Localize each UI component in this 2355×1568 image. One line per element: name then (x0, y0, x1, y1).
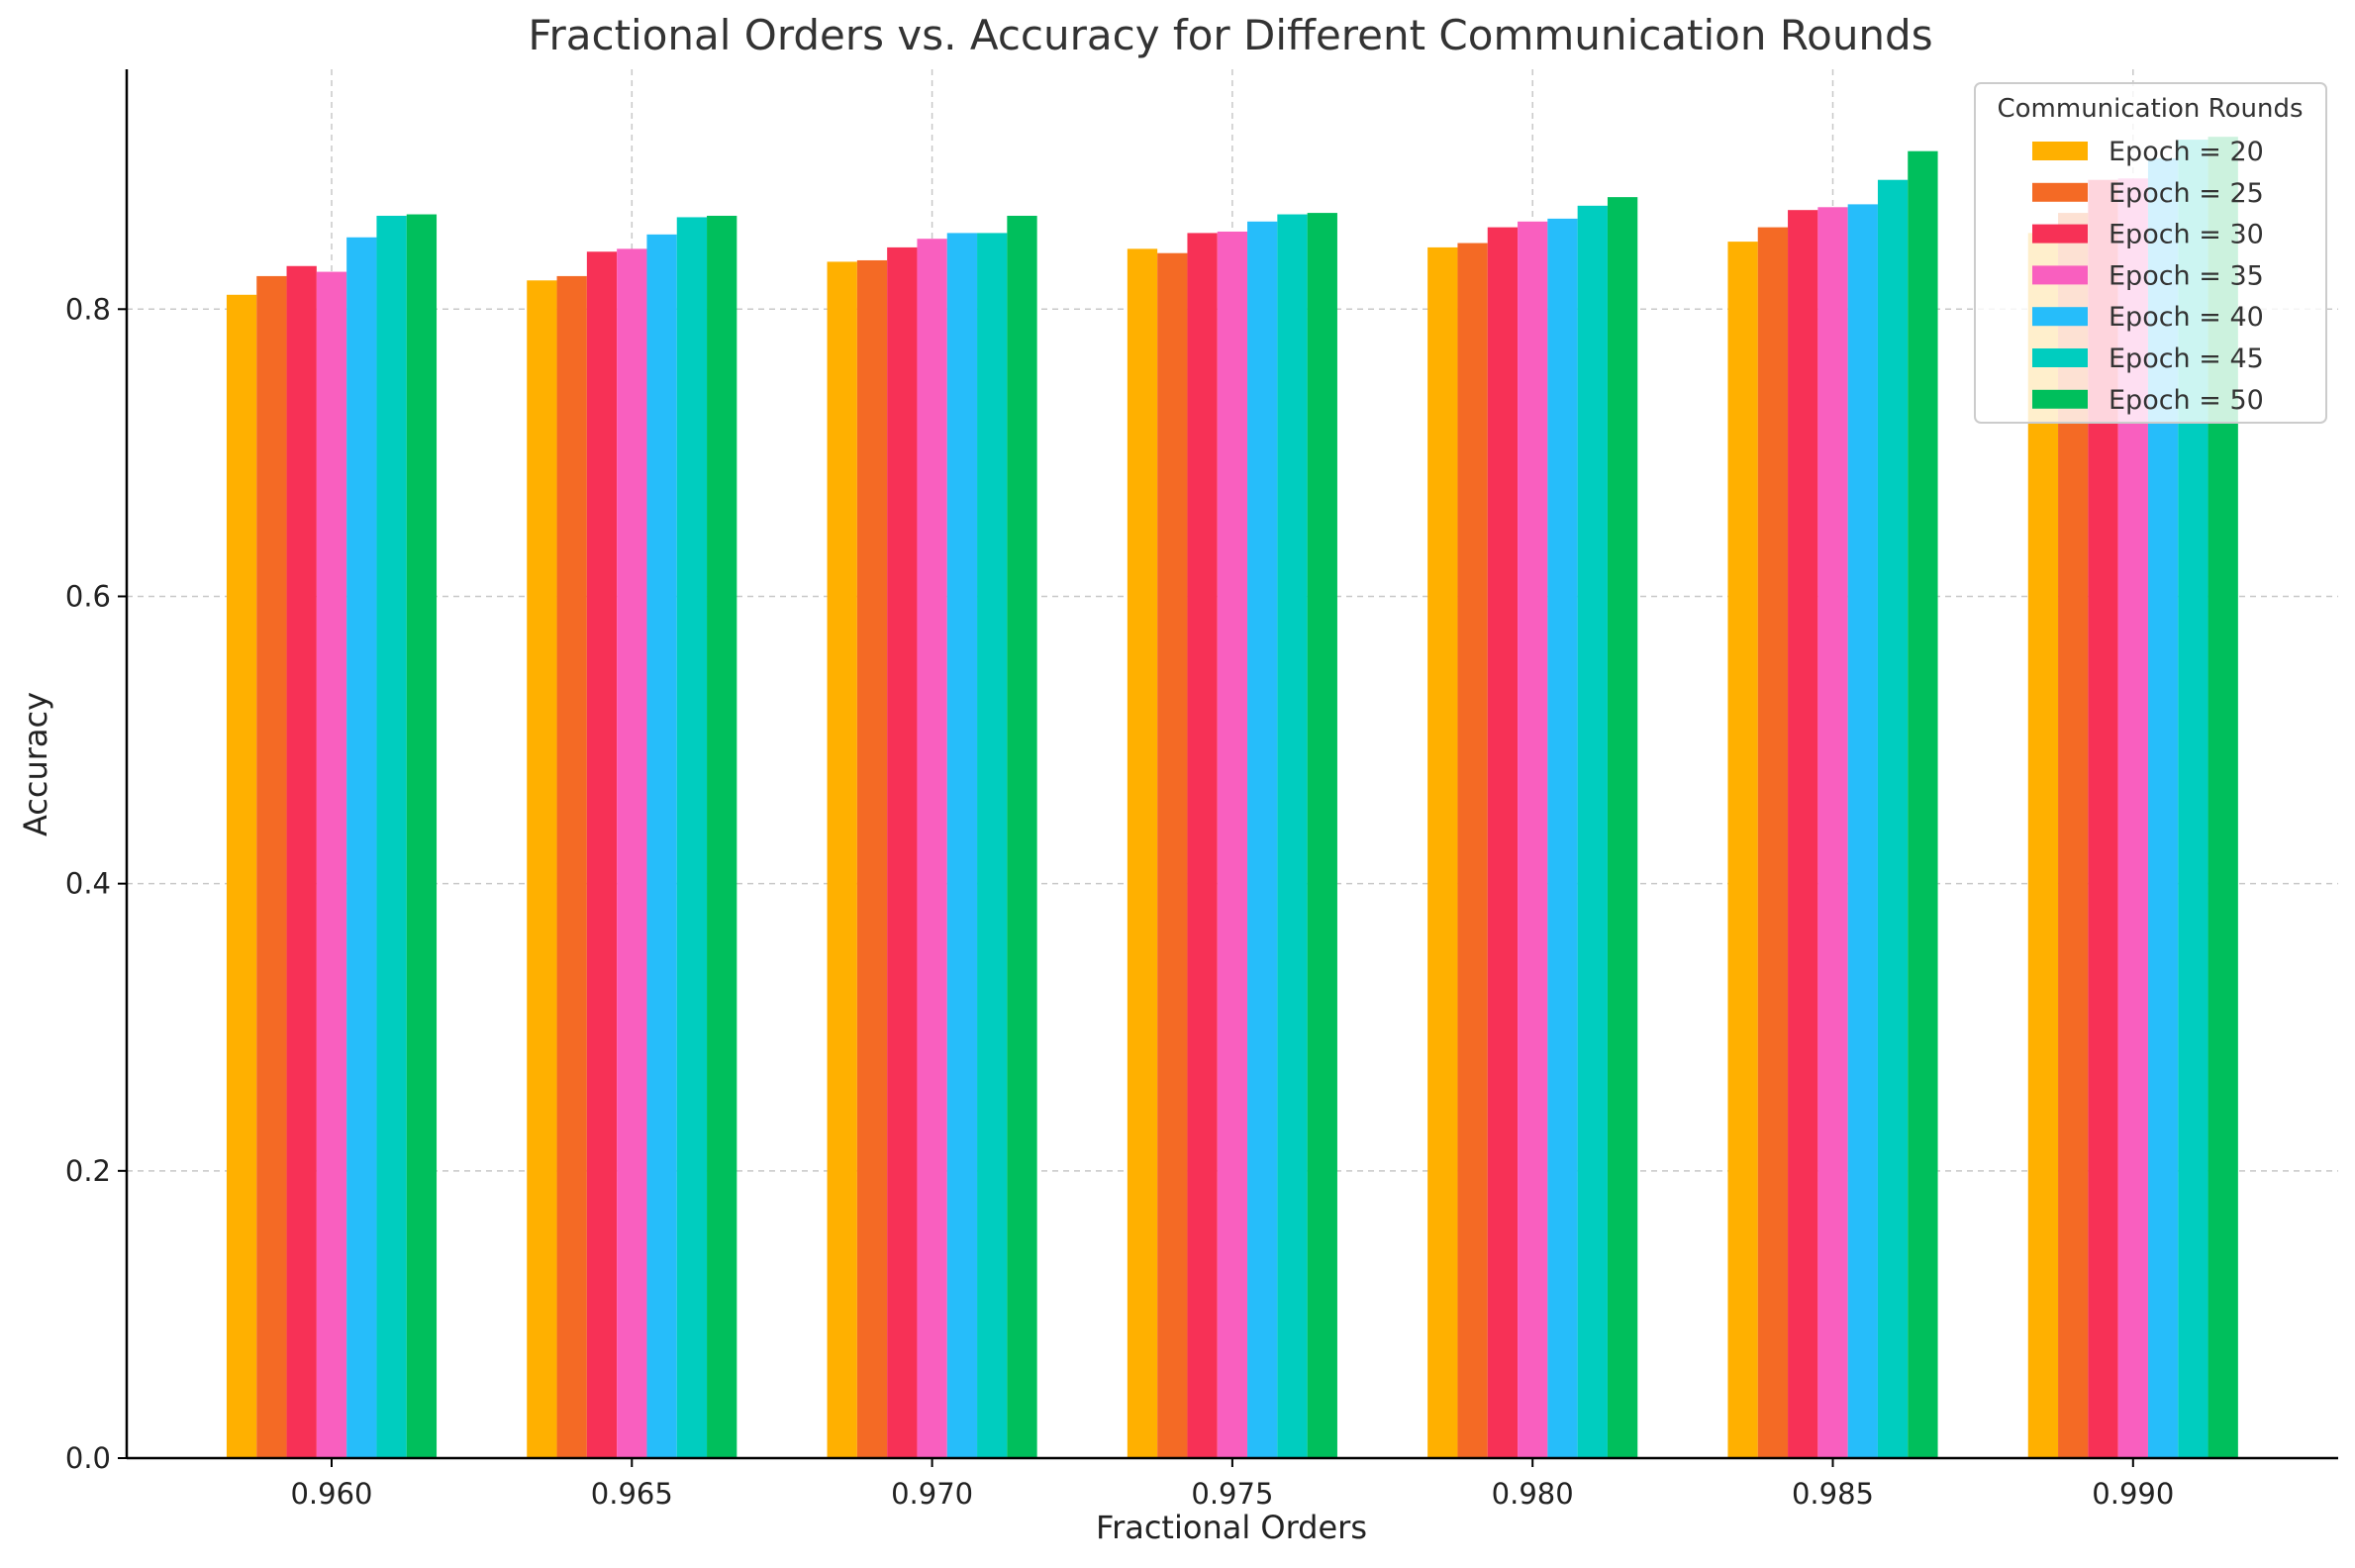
bar-epoch-35-0.965 (617, 248, 647, 1459)
bars (226, 137, 2238, 1459)
legend-title: Communication Rounds (1997, 94, 2303, 124)
bar-epoch-45-0.975 (1277, 214, 1308, 1458)
bar-epoch-50-0.980 (1607, 197, 1638, 1459)
bar-epoch-40-0.975 (1247, 221, 1278, 1458)
y-tick-label: 0.0 (65, 1441, 111, 1475)
bar-epoch-20-0.985 (1727, 242, 1758, 1459)
bar-epoch-25-0.985 (1757, 227, 1789, 1459)
bar-epoch-35-0.960 (316, 271, 347, 1458)
legend-label: Epoch = 20 (2109, 137, 2264, 167)
bar-epoch-30-0.960 (286, 265, 317, 1459)
legend-label: Epoch = 50 (2109, 385, 2264, 416)
x-tick-label: 0.965 (591, 1477, 673, 1511)
bar-epoch-30-0.975 (1187, 233, 1218, 1459)
bar-epoch-50-0.960 (406, 214, 438, 1458)
x-axis-label: Fractional Orders (1096, 1509, 1367, 1546)
bar-epoch-30-0.980 (1487, 227, 1519, 1459)
legend-swatch (2032, 224, 2088, 244)
bar-epoch-45-0.965 (676, 217, 708, 1458)
y-tick-label: 0.6 (65, 579, 111, 613)
x-tick-label: 0.975 (1191, 1477, 1273, 1511)
bar-epoch-50-0.965 (707, 215, 737, 1459)
bar-epoch-45-0.985 (1877, 179, 1909, 1459)
legend-label: Epoch = 25 (2109, 178, 2264, 209)
legend-swatch (2032, 389, 2088, 409)
y-axis-label: Accuracy (17, 692, 54, 836)
x-tick-label: 0.960 (290, 1477, 372, 1511)
bar-epoch-25-0.975 (1157, 252, 1188, 1458)
legend-swatch (2032, 142, 2088, 160)
legend-label: Epoch = 35 (2109, 260, 2264, 291)
legend-label: Epoch = 30 (2109, 220, 2264, 250)
bar-epoch-20-0.965 (527, 280, 557, 1459)
bar-epoch-45-0.970 (977, 233, 1008, 1459)
bar-epoch-50-0.985 (1908, 150, 1938, 1459)
bar-epoch-35-0.975 (1217, 231, 1248, 1458)
legend-items: Epoch = 20 Epoch = 25 Epoch = 30 Epoch = 35… (2032, 137, 2264, 416)
legend-box (1974, 82, 2327, 424)
ticks: 0.0 0.2 0.4 0.6 0.8 0.960 0.965 0.970 0.975 0.980… (65, 292, 2174, 1511)
y-tick-label: 0.2 (65, 1154, 111, 1188)
x-tick-label: 0.980 (1492, 1477, 1574, 1511)
legend-label: Epoch = 45 (2109, 343, 2264, 374)
bar-epoch-30-0.970 (887, 246, 918, 1459)
bar-epoch-25-0.980 (1457, 243, 1488, 1458)
bar-epoch-20-0.980 (1427, 246, 1458, 1459)
bar-epoch-40-0.960 (346, 237, 377, 1459)
legend-swatch (2032, 182, 2088, 202)
y-tick-label: 0.4 (65, 867, 111, 901)
legend-swatch (2032, 307, 2088, 327)
bar-epoch-35-0.970 (917, 239, 947, 1458)
bar-epoch-20-0.990 (2027, 233, 2059, 1459)
bar-epoch-40-0.970 (946, 233, 978, 1459)
bar-epoch-25-0.970 (856, 259, 888, 1458)
y-tick-label: 0.8 (65, 292, 111, 326)
bar-epoch-40-0.980 (1547, 218, 1578, 1459)
bar-epoch-50-0.970 (1007, 215, 1037, 1459)
legend-swatch (2032, 265, 2088, 285)
bar-epoch-20-0.975 (1127, 248, 1158, 1459)
bar-epoch-45-0.960 (376, 215, 407, 1459)
legend-label: Epoch = 40 (2109, 302, 2264, 333)
bar-epoch-20-0.960 (226, 294, 257, 1459)
bar-epoch-45-0.980 (1577, 205, 1608, 1459)
chart-title: Fractional Orders vs. Accuracy for Diffe… (528, 11, 1932, 59)
x-tick-label: 0.985 (1792, 1477, 1874, 1511)
x-tick-label: 0.970 (891, 1477, 973, 1511)
bar-epoch-30-0.965 (586, 251, 618, 1459)
bar-epoch-50-0.975 (1307, 213, 1337, 1459)
bar-epoch-25-0.965 (556, 275, 587, 1459)
bar-epoch-35-0.985 (1817, 207, 1848, 1458)
bar-epoch-35-0.980 (1518, 221, 1548, 1458)
bar-epoch-20-0.970 (827, 261, 857, 1459)
bar-epoch-25-0.960 (256, 275, 287, 1459)
legend-swatch (2032, 348, 2088, 367)
x-tick-label: 0.990 (2092, 1477, 2174, 1511)
bar-epoch-30-0.985 (1788, 210, 1818, 1458)
bar-epoch-40-0.985 (1847, 204, 1878, 1459)
bar-epoch-40-0.965 (646, 234, 677, 1459)
